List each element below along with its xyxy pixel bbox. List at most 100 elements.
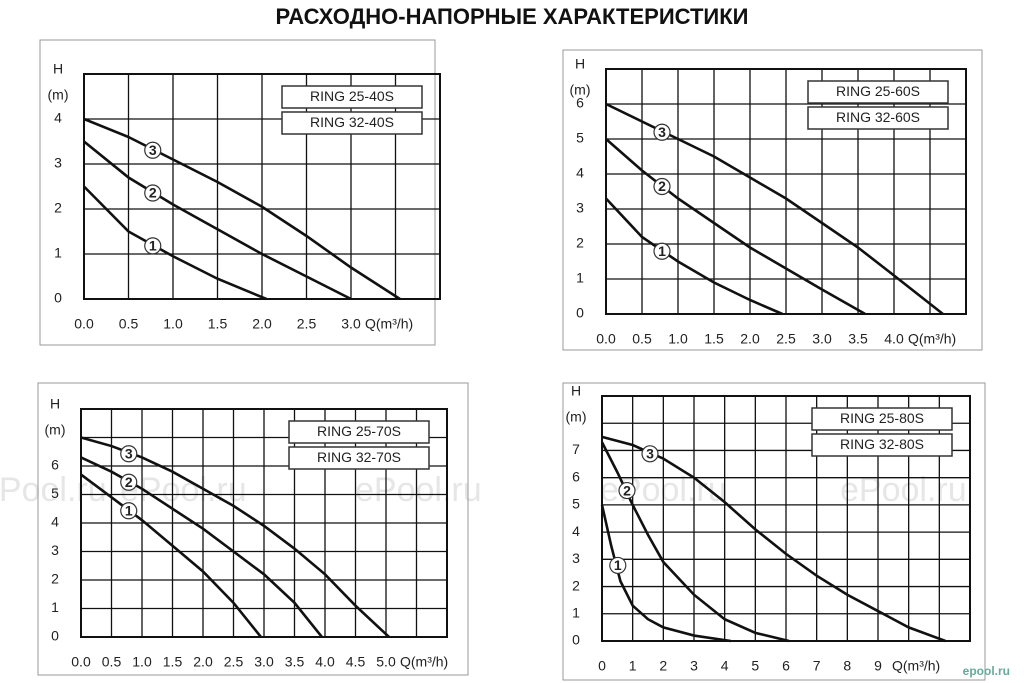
x-tick-label: 0.0 [596, 331, 616, 347]
x-tick-label: 2.0 [193, 654, 213, 670]
curve-badge [653, 177, 671, 196]
y-axis-label: (m) [45, 422, 66, 438]
curve-badge [653, 242, 671, 260]
x-tick-label: 6 [782, 658, 790, 674]
x-tick-label: 1.0 [163, 316, 183, 332]
plot-frame [80, 408, 448, 638]
y-tick-label: 2 [51, 571, 59, 587]
curve [605, 138, 866, 316]
y-tick-label: 2 [54, 200, 62, 216]
model-box [288, 446, 430, 470]
model-label: RING 25-40S [310, 88, 394, 104]
logo: epool.ru [963, 664, 1010, 678]
x-tick-label: 0.0 [71, 654, 91, 670]
model-box [281, 85, 423, 109]
y-tick-label: 1 [572, 604, 580, 620]
x-tick-label: 2.5 [776, 331, 796, 347]
x-tick-label: 3.0 [341, 316, 361, 332]
y-tick-label: 1 [51, 599, 59, 615]
y-tick-label: 7 [572, 441, 580, 457]
curve [80, 473, 262, 638]
x-tick-label: 3.0 [254, 654, 274, 670]
x-tick-label: 2.0 [252, 316, 272, 332]
x-tick-label: 1.5 [208, 316, 228, 332]
x-tick-label: 1.0 [668, 331, 688, 347]
curve-badge [120, 502, 138, 520]
y-tick-label: 5 [51, 485, 59, 501]
model-label: RING 25-70S [317, 423, 401, 439]
curve [83, 140, 352, 301]
page-title: РАСХОДНО-НАПОРНЫЕ ХАРАКТЕРИСТИКИ [276, 4, 749, 29]
x-axis-label: Q(m³/h) [400, 654, 448, 670]
x-tick-label: 4.5 [346, 654, 366, 670]
x-tick-label: 2.0 [740, 331, 760, 347]
curve-label: 2 [125, 474, 133, 490]
model-box [811, 433, 953, 457]
x-tick-label: 3 [690, 658, 698, 674]
y-tick-label: 3 [51, 542, 59, 558]
curve-badge [144, 237, 162, 255]
model-label: RING 25-80S [840, 410, 924, 426]
curve [605, 197, 783, 316]
curve-badge [641, 445, 659, 463]
y-tick-label: 4 [51, 514, 59, 530]
x-tick-label: 0 [598, 658, 606, 674]
watermark: ePool.ru [355, 471, 482, 509]
curve-badge [120, 445, 138, 463]
y-tick-label: 0 [51, 628, 59, 644]
model-label: RING 25-60S [836, 83, 920, 99]
model-label: RING 32-40S [310, 114, 394, 130]
x-tick-label: 3.5 [285, 654, 305, 670]
model-box [807, 80, 949, 104]
model-label: RING 32-60S [836, 109, 920, 125]
x-tick-label: 2.5 [224, 654, 244, 670]
model-box [807, 106, 949, 130]
curve [601, 435, 946, 643]
y-axis-label: (m) [566, 409, 587, 425]
curve-label: 3 [646, 446, 654, 462]
curve-label: 3 [149, 142, 157, 158]
curve-label: 2 [658, 178, 666, 194]
model-box [281, 111, 423, 135]
x-tick-label: 1 [629, 658, 637, 674]
watermark: ePool.ru [0, 471, 107, 509]
curve-badge [618, 481, 636, 500]
watermark: ePool.ru [840, 471, 967, 509]
y-tick-label: 4 [576, 165, 584, 181]
x-axis-label: Q(m³/h) [892, 658, 940, 674]
model-label: RING 32-80S [840, 436, 924, 452]
curve-badge [609, 556, 627, 575]
x-tick-label: 4 [721, 658, 729, 674]
x-tick-label: 3.0 [812, 331, 832, 347]
x-tick-label: 2 [659, 658, 667, 674]
x-tick-label: 2.5 [297, 316, 317, 332]
panel-frame [39, 39, 436, 346]
curve-badge [144, 141, 162, 159]
panel-frame [562, 49, 983, 351]
y-tick-label: 0 [572, 632, 580, 648]
curve-badge [144, 184, 162, 202]
curve-label: 2 [149, 185, 157, 201]
plot-frame [605, 68, 967, 315]
y-tick-label: 6 [576, 95, 584, 111]
curve-label: 3 [658, 124, 666, 140]
x-tick-label: 9 [874, 658, 882, 674]
curve [600, 504, 731, 643]
x-tick-label: 1.5 [163, 654, 183, 670]
y-axis-label: (m) [48, 87, 69, 103]
x-tick-label: 4.0 [884, 331, 904, 347]
x-tick-label: 1.5 [704, 331, 724, 347]
x-tick-label: 1.0 [132, 654, 152, 670]
y-axis-label: (m) [570, 82, 591, 98]
curve-label: 1 [125, 502, 133, 518]
x-tick-label: 0.0 [74, 316, 94, 332]
curve-label: 3 [125, 445, 133, 461]
curve [83, 185, 267, 301]
curve-badge [653, 123, 671, 141]
y-tick-label: 0 [576, 305, 584, 321]
model-box [811, 407, 953, 431]
y-tick-label: 1 [576, 270, 584, 286]
curve-label: 1 [149, 238, 157, 254]
y-tick-label: 3 [572, 550, 580, 566]
